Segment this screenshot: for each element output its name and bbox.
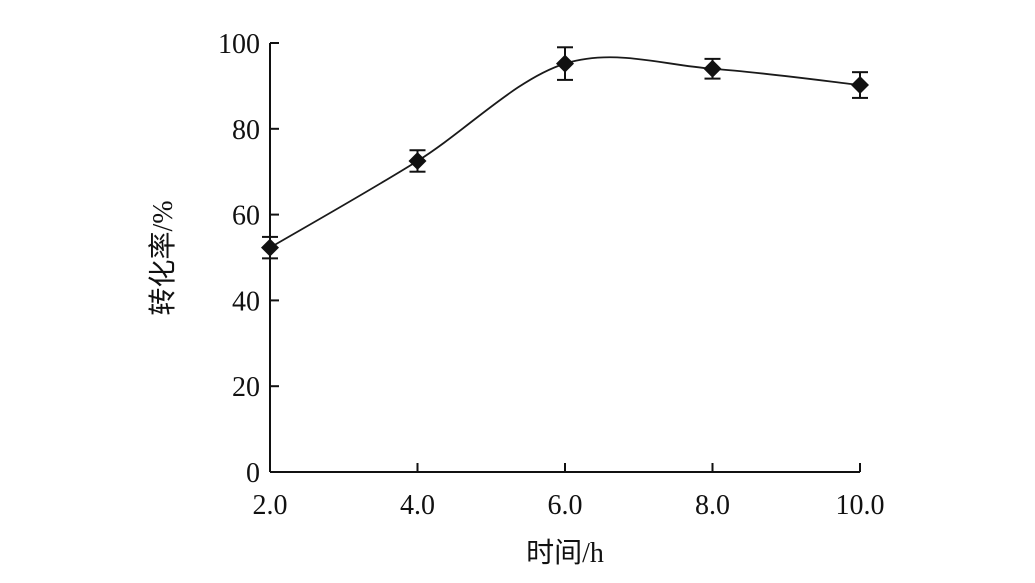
data-point: [703, 57, 722, 80]
data-point: [408, 149, 427, 173]
y-tick-label: 20: [232, 372, 260, 403]
series-line: [269, 56, 861, 249]
y-tick-label: 40: [232, 286, 260, 317]
diamond-marker: [408, 151, 427, 170]
y-axis-title: 转化率/%: [147, 200, 179, 315]
y-tick-label: 60: [232, 201, 260, 232]
x-tick-label: 4.0: [400, 490, 435, 521]
diamond-marker: [261, 238, 279, 257]
series-layer: [261, 46, 869, 260]
y-tick-label: 100: [218, 29, 260, 60]
data-point: [556, 46, 574, 81]
y-tick-label: 0: [246, 458, 260, 489]
y-tick-label: 80: [232, 115, 260, 146]
x-tick-label: 10.0: [836, 490, 885, 521]
x-tick-label: 2.0: [253, 490, 288, 521]
diamond-marker: [851, 76, 869, 95]
data-point: [261, 235, 279, 260]
data-point: [851, 71, 869, 99]
ticks: 2.0 4.0 6.0 8.0 10.0 0 20 40 60 80 100: [218, 29, 885, 521]
diamond-marker: [556, 54, 574, 73]
x-axis-title: 时间/h: [526, 537, 604, 569]
diamond-marker: [703, 59, 722, 78]
x-tick-label: 6.0: [548, 490, 583, 521]
axes: [269, 43, 860, 473]
x-tick-label: 8.0: [695, 490, 730, 521]
